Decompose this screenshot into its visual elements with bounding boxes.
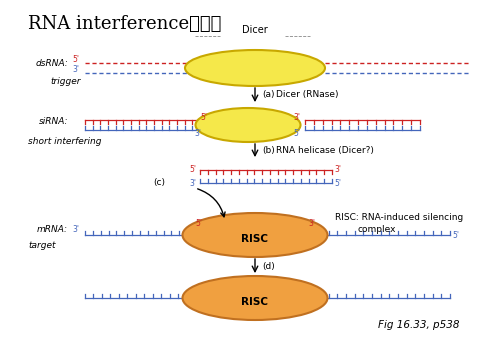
Text: 3': 3' [72, 66, 79, 74]
Text: 3': 3' [334, 166, 341, 174]
Ellipse shape [196, 108, 300, 142]
Text: 5': 5' [189, 166, 196, 174]
Text: 5': 5' [72, 55, 79, 65]
Ellipse shape [182, 276, 328, 320]
Text: 5': 5' [293, 128, 300, 138]
Text: 3': 3' [189, 179, 196, 187]
Text: RNA helicase (Dicer?): RNA helicase (Dicer?) [276, 146, 374, 156]
Text: Dicer: Dicer [242, 25, 268, 35]
Text: trigger: trigger [50, 78, 80, 86]
Text: RISC: RNA-induced silencing: RISC: RNA-induced silencing [335, 213, 463, 221]
FancyArrowPatch shape [198, 189, 225, 217]
Text: 5': 5' [195, 220, 202, 228]
Text: 5': 5' [200, 113, 207, 121]
Text: mRNA:: mRNA: [37, 226, 68, 234]
Text: Dicer (RNase): Dicer (RNase) [276, 90, 338, 100]
Text: target: target [28, 240, 56, 250]
Text: 3': 3' [293, 113, 300, 121]
Ellipse shape [182, 213, 328, 257]
Text: RISC: RISC [242, 297, 268, 307]
Text: dsRNA:: dsRNA: [35, 60, 68, 68]
Text: 3': 3' [308, 220, 315, 228]
Text: 3': 3' [194, 128, 201, 138]
Text: complex: complex [358, 226, 397, 234]
Text: Fig 16.33, p538: Fig 16.33, p538 [378, 320, 460, 330]
Text: (b): (b) [262, 146, 275, 156]
Text: (a): (a) [262, 90, 274, 100]
Text: (c): (c) [153, 179, 165, 187]
Text: (d): (d) [262, 262, 275, 270]
Text: 3': 3' [72, 226, 79, 234]
Text: 5': 5' [452, 231, 459, 239]
Text: 5': 5' [334, 179, 341, 187]
Text: short interfering: short interfering [28, 137, 102, 145]
Text: RISC: RISC [242, 234, 268, 244]
Ellipse shape [185, 50, 325, 86]
Text: RNA interference之機制: RNA interference之機制 [28, 15, 222, 33]
Text: siRNA:: siRNA: [38, 118, 68, 126]
